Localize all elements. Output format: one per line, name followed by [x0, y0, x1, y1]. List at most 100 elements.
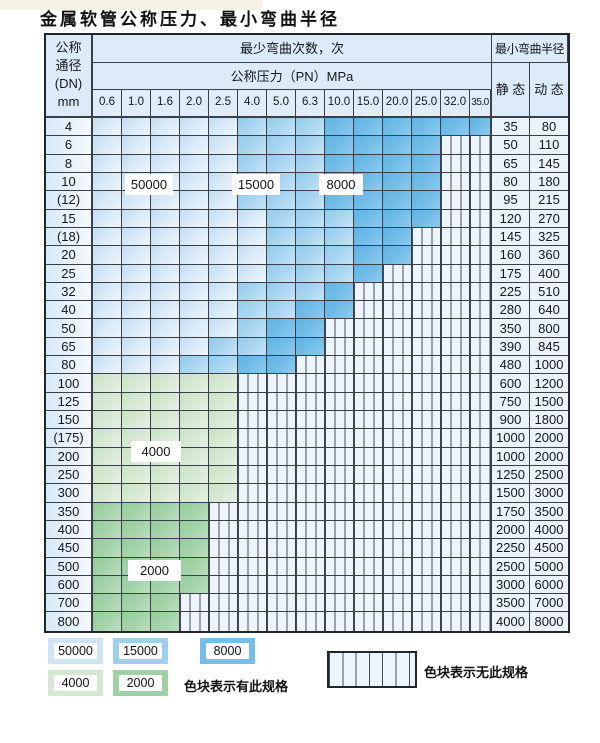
- spec-cell: [412, 154, 441, 173]
- spec-cell: [354, 429, 383, 448]
- pressure-tick: 1.0: [122, 90, 151, 118]
- spec-cell: [238, 557, 267, 576]
- static-value-cell: 35: [492, 118, 530, 137]
- spec-cell: [151, 118, 180, 137]
- spec-cell: [354, 301, 383, 320]
- spec-cell: [441, 356, 470, 375]
- spec-cell: [209, 502, 238, 521]
- spec-cell: [470, 282, 492, 302]
- spec-cell: [209, 392, 238, 411]
- spec-cell: [151, 411, 180, 430]
- dynamic-value-cell: 1200: [530, 374, 568, 393]
- static-value-cell: 3500: [492, 594, 530, 613]
- spec-cell: [325, 502, 354, 521]
- pressure-tick: 35.0: [470, 90, 492, 118]
- spec-cell: [470, 136, 492, 155]
- spec-cell: [325, 447, 354, 466]
- spec-cell: [180, 264, 209, 283]
- spec-cell: [180, 429, 209, 448]
- spec-cell: [267, 539, 296, 558]
- spec-cell: [325, 520, 354, 540]
- spec-cell: [325, 392, 354, 411]
- spec-cell: [93, 136, 122, 155]
- spec-cell: [354, 154, 383, 173]
- pressure-tick: 6.3: [296, 90, 325, 118]
- pressure-tick: 1.6: [151, 90, 180, 118]
- dn-cell: 125: [46, 392, 93, 411]
- spec-cell: [180, 594, 209, 613]
- spec-cell: [122, 502, 151, 521]
- spec-cell: [354, 191, 383, 210]
- spec-cell: [470, 465, 492, 485]
- spec-cell: [93, 246, 122, 265]
- dn-cell: 500: [46, 557, 93, 576]
- spec-cell: [354, 392, 383, 411]
- spec-cell: [325, 484, 354, 503]
- legend-chip-label: 50000: [54, 643, 97, 659]
- static-value-cell: 350: [492, 319, 530, 338]
- static-value-cell: 175: [492, 264, 530, 283]
- spec-cell: [93, 319, 122, 338]
- spec-cell: [383, 136, 412, 155]
- spec-cell: [180, 209, 209, 228]
- static-value-cell: 50: [492, 136, 530, 155]
- spec-cell: [325, 374, 354, 393]
- spec-cell: [441, 337, 470, 357]
- spec-cell: [122, 282, 151, 302]
- spec-cell: [93, 484, 122, 503]
- spec-cell: [180, 447, 209, 466]
- spec-cell: [383, 575, 412, 595]
- spec-cell: [325, 356, 354, 375]
- spec-cell: [470, 594, 492, 613]
- spec-cell: [180, 301, 209, 320]
- spec-cell: [180, 465, 209, 485]
- static-value-cell: 900: [492, 411, 530, 430]
- spec-cell: [180, 539, 209, 558]
- spec-cell: [267, 411, 296, 430]
- dynamic-value-cell: 845: [530, 337, 568, 357]
- dynamic-value-cell: 180: [530, 172, 568, 192]
- dn-cell: 250: [46, 465, 93, 485]
- spec-cell: [151, 520, 180, 540]
- spec-cell: [151, 282, 180, 302]
- static-value-cell: 160: [492, 246, 530, 265]
- spec-cell: [209, 374, 238, 393]
- static-value-cell: 2250: [492, 539, 530, 558]
- spec-cell: [296, 246, 325, 265]
- spec-cell: [93, 429, 122, 448]
- spec-cell: [383, 594, 412, 613]
- spec-cell: [122, 612, 151, 631]
- pressure-tick: 25.0: [412, 90, 441, 118]
- spec-cell: [412, 520, 441, 540]
- spec-cell: [412, 319, 441, 338]
- spec-cell: [267, 319, 296, 338]
- dynamic-value-cell: 270: [530, 209, 568, 228]
- spec-cell: [470, 484, 492, 503]
- spec-cell: [122, 264, 151, 283]
- spec-cell: [180, 392, 209, 411]
- dn-cell: 6: [46, 136, 93, 155]
- spec-cell: [383, 319, 412, 338]
- spec-cell: [383, 465, 412, 485]
- spec-cell: [122, 484, 151, 503]
- spec-cell: [441, 392, 470, 411]
- static-value-cell: 750: [492, 392, 530, 411]
- spec-cell: [267, 154, 296, 173]
- spec-cell: [122, 319, 151, 338]
- dn-cell: 700: [46, 594, 93, 613]
- pressure-tick: 32.0: [441, 90, 470, 118]
- spec-cell: [180, 337, 209, 357]
- spec-cell: [325, 612, 354, 631]
- spec-cell: [412, 337, 441, 357]
- spec-cell: [296, 520, 325, 540]
- spec-cell: [151, 136, 180, 155]
- spec-cell: [93, 520, 122, 540]
- pressure-tick: 10.0: [325, 90, 354, 118]
- spec-cell: [180, 154, 209, 173]
- spec-cell: [354, 594, 383, 613]
- spec-cell: [296, 191, 325, 210]
- spec-cell: [354, 411, 383, 430]
- dynamic-value-cell: 640: [530, 301, 568, 320]
- legend-chip-4000: 4000: [48, 670, 103, 696]
- spec-cell: [267, 264, 296, 283]
